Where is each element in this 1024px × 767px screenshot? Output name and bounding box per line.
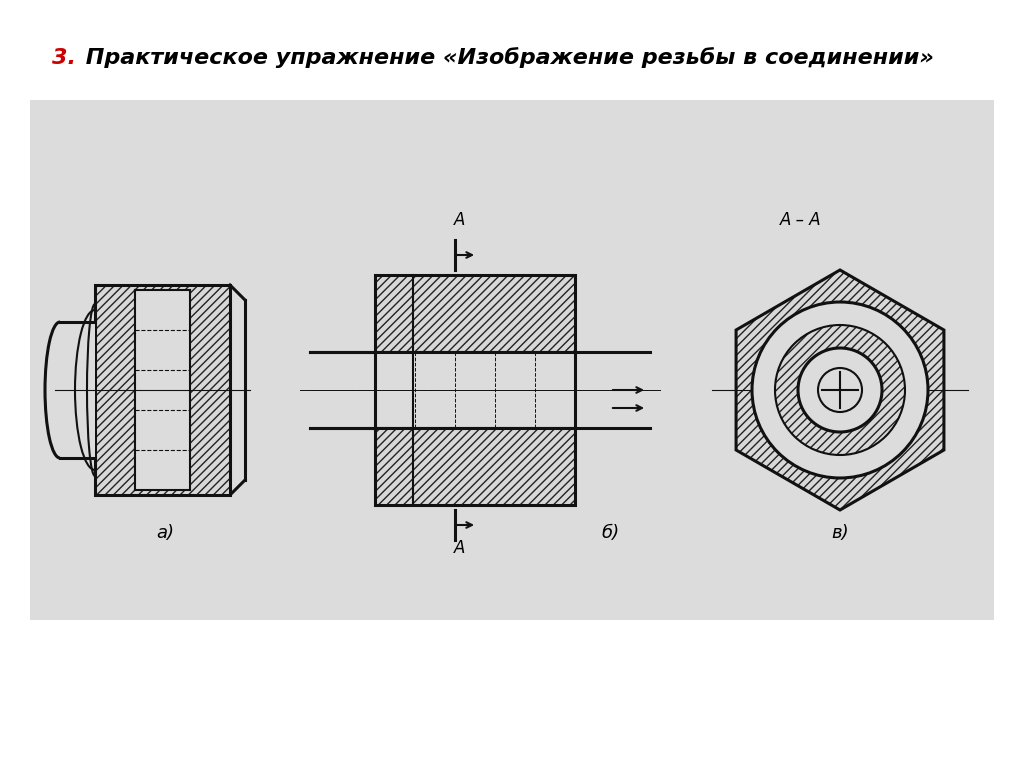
Circle shape [818,368,862,412]
Bar [375,275,575,352]
Text: А – А: А – А [780,211,821,229]
Bar [95,285,230,495]
Bar [375,352,575,428]
Bar [375,275,575,426]
Text: 3.: 3. [52,48,76,68]
Text: А: А [455,539,466,557]
Bar [60,322,95,458]
Text: а): а) [156,524,174,542]
Polygon shape [736,270,944,510]
Bar [30,100,994,620]
Bar [375,428,575,505]
Text: б): б) [601,524,620,542]
Bar [135,290,190,490]
Bar [310,352,650,428]
Text: А: А [455,211,466,229]
Circle shape [798,348,882,432]
Circle shape [775,325,905,455]
Text: Практическое упражнение «Изображение резьбы в соединении»: Практическое упражнение «Изображение рез… [78,48,934,68]
Bar [95,285,230,495]
Circle shape [752,302,928,478]
Bar [375,275,575,505]
Text: в): в) [831,524,849,542]
